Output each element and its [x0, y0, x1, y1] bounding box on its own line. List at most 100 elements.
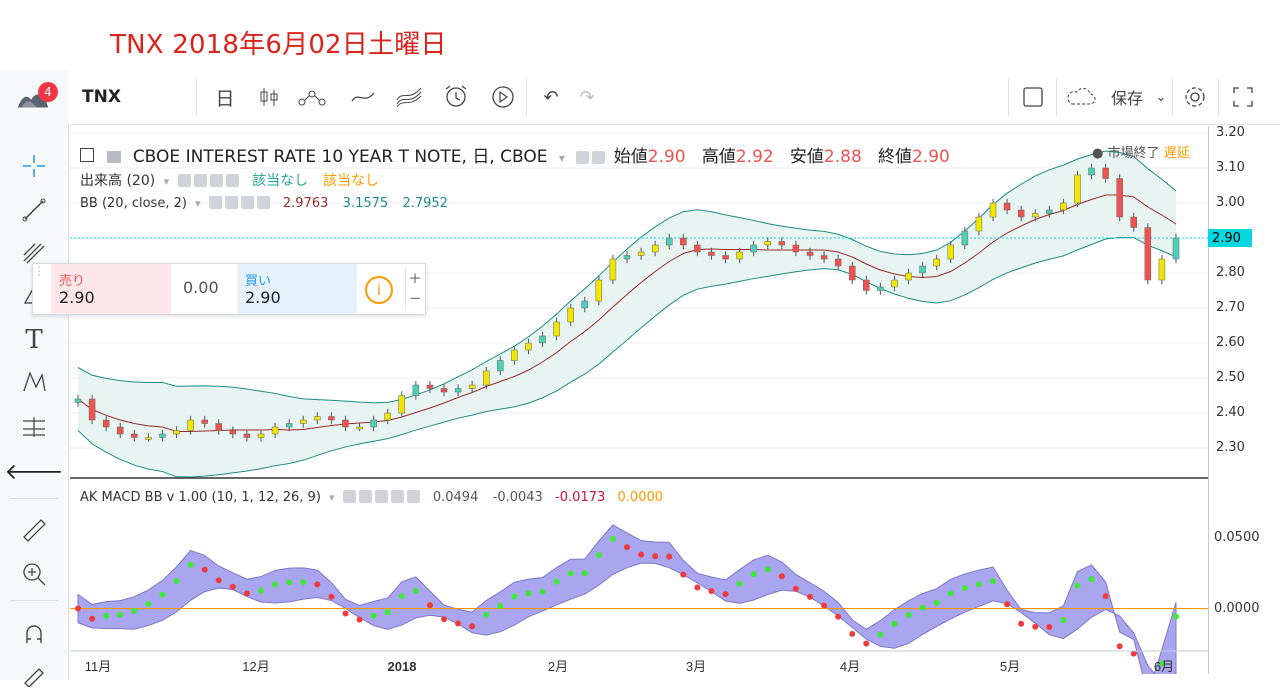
fullscreen-box-icon[interactable] — [1018, 80, 1048, 114]
macd-dot — [666, 553, 673, 560]
macd-dot — [595, 552, 602, 559]
templates-icon[interactable] — [392, 80, 426, 114]
price-tick-label: 3.10 — [1216, 160, 1245, 175]
collapse-icon[interactable] — [80, 148, 94, 162]
candle-body — [159, 433, 166, 438]
symbol-title: CBOE INTEREST RATE 10 YEAR T NOTE, 日, CB… — [132, 147, 548, 167]
alert-icon[interactable] — [440, 80, 474, 114]
price-axis[interactable] — [1208, 126, 1280, 674]
candle-body — [1116, 178, 1123, 218]
buy-button[interactable]: 買い 2.90 — [237, 264, 357, 314]
macd-dot — [1088, 576, 1095, 583]
price-tick-label: 2.40 — [1216, 405, 1245, 420]
symbol-search[interactable]: TNX — [82, 87, 121, 107]
cloud-icon[interactable] — [1064, 80, 1098, 114]
volume-value-1: 該当なし — [252, 173, 309, 189]
candle-body — [947, 244, 955, 260]
candle-body — [285, 423, 293, 428]
candle-body — [511, 349, 518, 361]
macd-dot — [1032, 623, 1039, 630]
compare-icon[interactable] — [348, 80, 378, 114]
quantity-stepper[interactable]: + − — [405, 268, 424, 310]
symbol-legend: CBOE INTEREST RATE 10 YEAR T NOTE, 日, CB… — [80, 142, 950, 167]
bb-mid-value: 2.9763 — [282, 196, 329, 211]
macd-tick-label: 0.0500 — [1214, 529, 1260, 545]
spread-value: 0.00 — [183, 278, 219, 297]
macd-value-2: -0.0043 — [492, 490, 543, 505]
low-value: 2.88 — [823, 147, 862, 167]
info-icon[interactable]: i — [365, 276, 393, 304]
candle-body — [1003, 202, 1011, 211]
macd-dot — [314, 581, 321, 588]
chart-area[interactable]: 11月 12月 2018 2月 3月 4月 5月 6月 — [70, 126, 1210, 674]
ruler-icon[interactable] — [16, 512, 52, 548]
trend-line-icon[interactable] — [16, 192, 52, 228]
candle-body — [215, 423, 223, 431]
macd-dot — [1018, 620, 1025, 627]
settings-gear-icon[interactable] — [1178, 80, 1212, 114]
divider — [10, 600, 58, 601]
drag-handle-icon[interactable]: ⋮ — [33, 264, 45, 278]
zoom-in-icon[interactable] — [16, 556, 52, 592]
candle-style-icon[interactable] — [254, 80, 284, 114]
candle-body — [1144, 227, 1152, 281]
candle-body — [905, 272, 912, 281]
indicators-icon[interactable] — [294, 80, 330, 114]
time-tick-label: 2月 — [548, 659, 568, 674]
candle-body — [116, 426, 124, 435]
candle-body — [314, 416, 321, 421]
undo-icon[interactable]: ↶ — [543, 86, 559, 108]
sell-button[interactable]: 売り 2.90 — [51, 264, 171, 314]
candle-body — [750, 244, 757, 253]
time-tick-label: 3月 — [686, 659, 706, 674]
interval-button[interactable]: 日 — [215, 87, 235, 110]
text-tool-icon[interactable]: T — [25, 325, 43, 355]
low-label: 安値 — [789, 147, 824, 167]
back-arrow-icon[interactable]: 🡐 — [4, 460, 64, 485]
candle-body — [792, 244, 800, 253]
macd-dot — [1102, 593, 1109, 600]
pitchfork-icon[interactable] — [16, 234, 52, 270]
macd-dot — [229, 583, 236, 590]
redo-icon[interactable]: ↷ — [579, 86, 595, 108]
candle-body — [229, 430, 237, 435]
pencil-icon[interactable] — [16, 656, 52, 692]
candle-body — [891, 279, 898, 288]
macd-dot — [750, 571, 757, 578]
candle-body — [201, 419, 208, 424]
candle-body — [1060, 202, 1067, 211]
macd-dot — [567, 570, 574, 577]
flag-icon[interactable] — [107, 151, 122, 163]
macd-dot — [89, 615, 96, 622]
macd-dot — [694, 584, 701, 591]
chevron-down-icon[interactable]: ⌄ — [1155, 89, 1167, 105]
candle-body — [637, 251, 645, 256]
volume-label: 出来高 (20) — [80, 173, 156, 189]
magnet-icon[interactable] — [16, 616, 52, 652]
crosshair-icon[interactable] — [16, 148, 52, 184]
candle-body — [680, 237, 687, 246]
candle-body — [764, 241, 772, 246]
candle-body — [806, 251, 814, 256]
macd-dot — [215, 577, 222, 584]
candle-body — [553, 321, 560, 337]
candle-body — [412, 384, 420, 396]
expand-icon[interactable] — [1226, 80, 1260, 114]
replay-icon[interactable] — [486, 80, 520, 114]
prediction-icon[interactable] — [16, 408, 52, 444]
candle-body — [694, 244, 701, 253]
delay-label: 遅延 — [1163, 146, 1190, 161]
current-price-marker: 2.90 — [1208, 229, 1252, 247]
bb-band-fill — [78, 150, 1176, 477]
candle-body — [299, 419, 307, 424]
pattern-icon[interactable] — [16, 364, 52, 400]
candle-body — [370, 419, 377, 428]
macd-label: AK MACD BB v 1.00 (10, 1, 12, 26, 9) — [80, 490, 321, 505]
macd-dot — [187, 561, 194, 568]
macd-dot — [497, 602, 504, 609]
candle-body — [342, 419, 349, 428]
save-button[interactable]: 保存 — [1110, 89, 1143, 108]
candle-body — [1046, 209, 1053, 214]
macd-dot — [243, 590, 250, 597]
buy-price: 2.90 — [245, 288, 281, 307]
